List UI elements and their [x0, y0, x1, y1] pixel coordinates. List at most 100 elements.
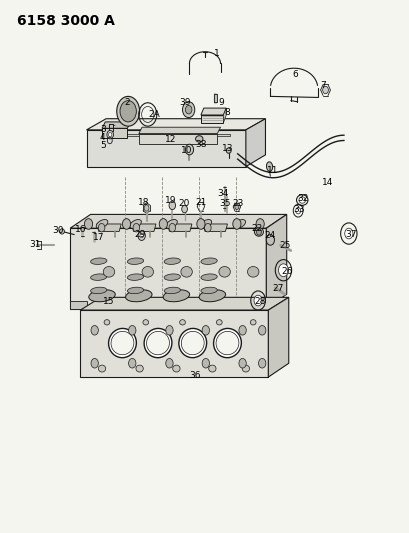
- Text: 2A: 2A: [148, 110, 160, 119]
- Ellipse shape: [127, 274, 143, 280]
- Ellipse shape: [143, 320, 148, 325]
- Ellipse shape: [108, 328, 136, 358]
- Text: 14: 14: [321, 178, 333, 187]
- Ellipse shape: [213, 328, 241, 358]
- Ellipse shape: [165, 220, 177, 229]
- Ellipse shape: [125, 290, 152, 302]
- Polygon shape: [102, 122, 130, 128]
- Text: 33: 33: [292, 205, 304, 214]
- Ellipse shape: [90, 274, 107, 280]
- Circle shape: [98, 223, 105, 232]
- Text: 22: 22: [251, 224, 262, 233]
- Text: 2: 2: [124, 98, 130, 107]
- Ellipse shape: [179, 320, 185, 325]
- Text: 1: 1: [214, 50, 220, 58]
- Ellipse shape: [89, 290, 115, 302]
- Ellipse shape: [180, 266, 192, 277]
- Circle shape: [159, 219, 167, 229]
- Polygon shape: [97, 224, 121, 231]
- Text: 20: 20: [178, 199, 189, 208]
- Ellipse shape: [178, 328, 206, 358]
- Circle shape: [202, 359, 209, 368]
- Ellipse shape: [218, 266, 230, 277]
- Ellipse shape: [254, 228, 263, 236]
- Text: 35: 35: [218, 199, 230, 208]
- Ellipse shape: [199, 290, 225, 302]
- Circle shape: [182, 102, 194, 118]
- Circle shape: [120, 101, 136, 122]
- Text: 24: 24: [264, 231, 275, 240]
- Ellipse shape: [242, 365, 249, 372]
- Text: 4: 4: [100, 133, 106, 142]
- Polygon shape: [80, 310, 267, 377]
- Circle shape: [144, 205, 148, 211]
- Ellipse shape: [96, 220, 108, 229]
- Text: 10: 10: [180, 146, 192, 155]
- Circle shape: [140, 233, 143, 238]
- Circle shape: [138, 231, 145, 240]
- Text: 29: 29: [134, 230, 145, 239]
- Ellipse shape: [136, 365, 143, 372]
- Ellipse shape: [90, 287, 107, 294]
- Text: 34: 34: [217, 189, 229, 198]
- Polygon shape: [200, 108, 226, 115]
- Polygon shape: [267, 297, 288, 377]
- Ellipse shape: [164, 258, 180, 264]
- Text: 16: 16: [74, 225, 86, 234]
- Text: 3: 3: [100, 125, 106, 134]
- Circle shape: [107, 131, 113, 139]
- Polygon shape: [102, 128, 127, 138]
- Polygon shape: [139, 134, 217, 144]
- Circle shape: [133, 223, 139, 232]
- Circle shape: [122, 219, 130, 229]
- Ellipse shape: [216, 332, 238, 355]
- Circle shape: [238, 359, 246, 368]
- Text: 25: 25: [278, 241, 290, 250]
- Ellipse shape: [98, 365, 106, 372]
- Circle shape: [258, 326, 265, 335]
- Polygon shape: [245, 119, 265, 166]
- Ellipse shape: [200, 220, 211, 229]
- Text: 7: 7: [320, 81, 326, 90]
- Ellipse shape: [111, 332, 134, 355]
- Circle shape: [295, 207, 300, 214]
- Text: 21: 21: [195, 198, 206, 207]
- Ellipse shape: [127, 258, 143, 264]
- Text: 12: 12: [164, 135, 175, 144]
- Ellipse shape: [172, 365, 180, 372]
- Polygon shape: [107, 134, 229, 136]
- Text: 37: 37: [345, 230, 356, 239]
- Circle shape: [265, 235, 274, 245]
- Circle shape: [322, 86, 328, 94]
- Ellipse shape: [208, 365, 216, 372]
- Text: 9: 9: [218, 98, 224, 107]
- Circle shape: [117, 96, 139, 126]
- Ellipse shape: [142, 266, 153, 277]
- Text: 15: 15: [103, 296, 115, 305]
- Polygon shape: [167, 224, 191, 231]
- Text: 23: 23: [232, 199, 244, 208]
- Circle shape: [165, 359, 173, 368]
- Circle shape: [108, 133, 112, 137]
- Text: 6158 3000 A: 6158 3000 A: [17, 14, 115, 28]
- Circle shape: [128, 359, 136, 368]
- Ellipse shape: [233, 220, 245, 229]
- Polygon shape: [70, 228, 265, 309]
- Ellipse shape: [164, 274, 180, 280]
- Polygon shape: [265, 214, 286, 309]
- Text: 39: 39: [179, 98, 191, 107]
- Text: 5: 5: [100, 141, 106, 150]
- Ellipse shape: [181, 332, 204, 355]
- Ellipse shape: [146, 332, 169, 355]
- Text: 27: 27: [272, 284, 283, 293]
- Text: 18: 18: [137, 198, 149, 207]
- Circle shape: [91, 359, 98, 368]
- Ellipse shape: [247, 266, 258, 277]
- Circle shape: [254, 295, 262, 306]
- Ellipse shape: [90, 258, 107, 264]
- Polygon shape: [86, 119, 265, 130]
- Ellipse shape: [195, 136, 202, 142]
- Circle shape: [204, 223, 211, 232]
- Circle shape: [91, 326, 98, 335]
- Text: 38: 38: [195, 140, 206, 149]
